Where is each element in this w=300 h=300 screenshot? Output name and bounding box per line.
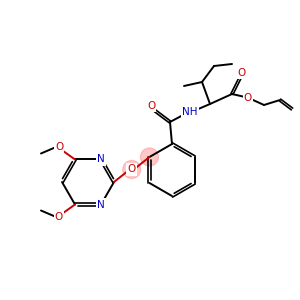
Text: N: N bbox=[97, 200, 105, 209]
Circle shape bbox=[123, 160, 141, 178]
Text: O: O bbox=[147, 101, 155, 111]
Text: O: O bbox=[55, 212, 63, 221]
Text: O: O bbox=[55, 142, 63, 152]
Text: NH: NH bbox=[182, 107, 198, 117]
Text: N: N bbox=[97, 154, 105, 164]
Text: O: O bbox=[128, 164, 136, 175]
Circle shape bbox=[140, 148, 158, 166]
Text: O: O bbox=[237, 68, 245, 78]
Text: O: O bbox=[244, 93, 252, 103]
